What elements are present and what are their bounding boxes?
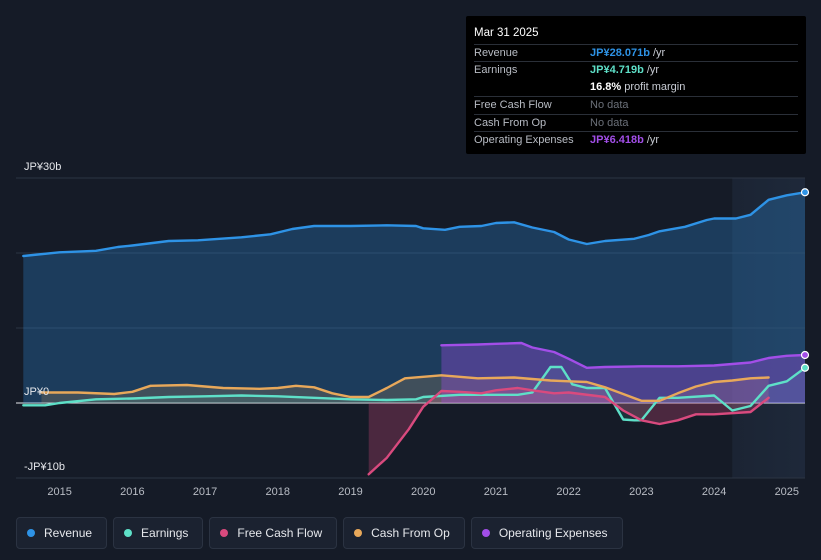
legend-item-opex[interactable]: Operating Expenses (470, 517, 623, 549)
fcf-area (368, 388, 769, 475)
legend-dot-revenue (27, 529, 35, 537)
tooltip-revenue-unit: /yr (652, 47, 666, 59)
y-tick-label: -JP¥10b (24, 461, 65, 473)
revenue-line (22, 191, 807, 258)
tooltip-margin-unit: profit margin (624, 80, 686, 93)
earnings-end-marker (800, 363, 810, 372)
tooltip-row-revenue: Revenue JP¥28.071b /yr (474, 44, 798, 61)
x-tick-label: 2015 (47, 486, 71, 498)
revenue-area (23, 192, 806, 403)
series-lines (22, 191, 807, 476)
x-tick-label: 2021 (484, 486, 508, 498)
legend-dot-earnings (124, 529, 133, 537)
revenue-end-marker (800, 188, 810, 197)
legend-label-earnings: Earnings (141, 526, 189, 540)
tooltip-margin-value: 16.8% (590, 80, 622, 93)
legend-label-cfo: Cash From Op (371, 526, 450, 540)
tooltip-cfo-value: No data (590, 116, 629, 129)
legend-item-revenue[interactable]: Revenue (16, 517, 108, 549)
opex-line (440, 341, 807, 369)
data-tooltip: Mar 31 2025 Revenue JP¥28.071b /yr Earni… (466, 16, 806, 154)
tooltip-row-cfo: Cash From Op No data (474, 113, 798, 131)
x-tick-label: 2017 (193, 486, 217, 498)
tooltip-opex-unit: /yr (646, 133, 660, 146)
grid-lines (16, 177, 805, 479)
legend-dot-fcf (220, 529, 229, 537)
tooltip-row-margin: 16.8% profit margin (474, 79, 798, 96)
earnings-line (22, 365, 807, 422)
x-tick-label: 2016 (120, 486, 144, 498)
tooltip-row-opex: Operating Expenses JP¥6.418b /yr (474, 130, 798, 148)
chart-legend: Revenue Earnings Free Cash Flow Cash Fro… (16, 517, 623, 549)
tooltip-date: Mar 31 2025 (474, 27, 539, 39)
x-tick-label: 2022 (556, 486, 580, 498)
y-tick-label: JP¥30b (24, 161, 61, 173)
legend-label-fcf: Free Cash Flow (237, 526, 323, 540)
opex-area (441, 343, 805, 403)
y-tick-label: JP¥0 (24, 386, 49, 398)
x-tick-label: 2020 (411, 486, 435, 498)
x-tick-label: 2023 (629, 486, 653, 498)
tooltip-row-earnings: Earnings JP¥4.719b /yr (474, 61, 798, 78)
x-tick-label: 2019 (338, 486, 362, 498)
tooltip-opex-value: JP¥6.418b (590, 133, 644, 146)
end-markers (800, 188, 810, 372)
tooltip-earnings-label: Earnings (474, 64, 518, 77)
tooltip-revenue-label: Revenue (474, 47, 519, 59)
legend-dot-opex (481, 529, 490, 537)
tooltip-fcf-label: Free Cash Flow (474, 99, 552, 112)
legend-item-cfo[interactable]: Cash From Op (343, 517, 465, 549)
tooltip-earnings-unit: /yr (646, 64, 660, 77)
tooltip-row-fcf: Free Cash Flow No data (474, 96, 798, 113)
x-tick-label: 2018 (266, 486, 290, 498)
tooltip-opex-label: Operating Expenses (474, 133, 574, 146)
series-fills (23, 192, 806, 475)
fcf-line (367, 386, 770, 476)
legend-item-fcf[interactable]: Free Cash Flow (209, 517, 338, 549)
legend-dot-cfo (354, 529, 363, 537)
legend-item-earnings[interactable]: Earnings (113, 517, 204, 549)
x-tick-label: 2024 (702, 486, 726, 498)
cfo-line (40, 374, 770, 402)
legend-label-opex: Operating Expenses (498, 526, 608, 540)
y-axis-labels: JP¥30b JP¥0 -JP¥10b (24, 161, 65, 473)
x-axis-labels: 2015 2016 2017 2018 2019 2020 2021 2022 2023 2024… (47, 486, 799, 498)
tooltip-fcf-value: No data (590, 99, 629, 112)
opex-end-marker (800, 350, 810, 360)
tooltip-cfo-label: Cash From Op (474, 116, 547, 129)
x-tick-label: 2025 (775, 486, 799, 498)
tooltip-earnings-value: JP¥4.719b (590, 64, 644, 77)
tooltip-revenue-value: JP¥28.071b (590, 47, 650, 59)
legend-label-revenue: Revenue (44, 526, 93, 540)
